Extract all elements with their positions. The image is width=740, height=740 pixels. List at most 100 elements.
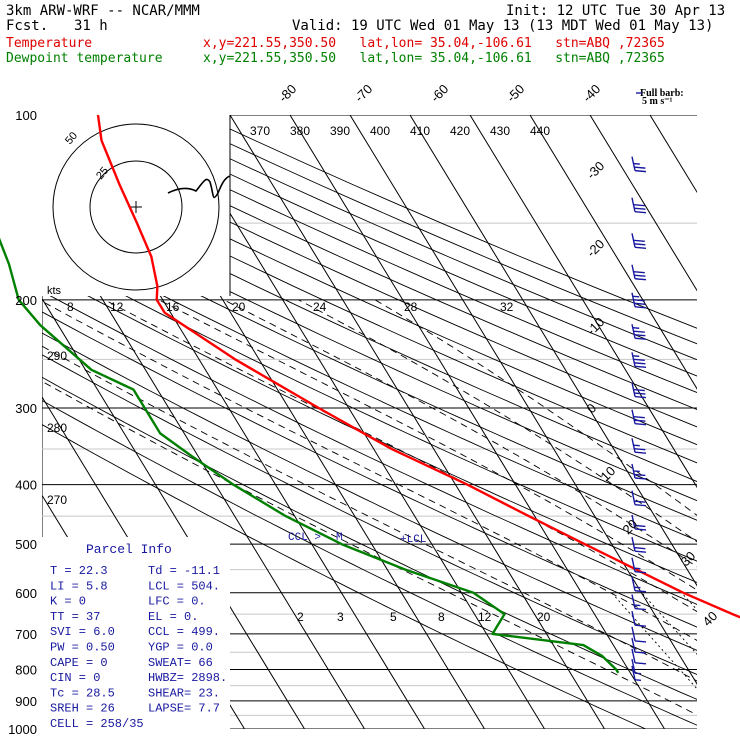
parcel-info-left: LI = 5.8 [50,579,108,593]
wind-barb [631,626,647,643]
mixing-ratio-label: 12 [478,610,492,624]
wind-barb-full [634,448,646,451]
wind-barb-full [634,365,647,369]
parcel-info-left: PW = 0.50 [50,641,115,655]
theta-label: 410 [410,124,430,138]
temperature-location: x,y=221.55,350.50 lat,lon= 35.04,-106.61… [203,36,665,51]
wind-barb-full [634,207,646,210]
wind-barb [631,438,647,454]
wind-barb-full [634,590,647,593]
wind-barb-full [634,651,647,654]
wind-barb-full [634,362,646,365]
mixing-ratio-label: 28 [404,300,418,314]
hodograph-ring-outer [52,123,220,291]
pressure-label: 300 [15,401,37,416]
parcel-info-left: SREH = 26 [50,702,115,716]
isotherm-line [169,115,545,729]
pressure-label: 800 [15,662,37,677]
dewpoint-legend: Dewpoint temperature [6,51,163,66]
pressure-label: 400 [15,478,37,493]
dry-adiabat [42,354,697,675]
wind-barb-half [633,470,640,473]
wind-barb [631,156,647,173]
wind-barb-staff [631,197,636,212]
dry-adiabat [106,115,697,377]
lcl-label: +LCL [400,534,426,546]
mixing-ratio-label: 8 [438,610,445,624]
wind-barb-full [633,299,645,302]
wind-barb-staff [631,537,636,552]
dry-adiabat [42,424,646,729]
wind-barb-staff [631,514,636,530]
wind-barb-full [633,358,645,362]
pressure-label: 700 [15,627,37,642]
wind-barb-full [634,302,646,306]
wind-barb [631,292,647,309]
wind-barb-full [634,550,647,553]
wind-barb-half [633,295,640,298]
wind-barb-full [633,271,645,274]
parcel-info-left: Tc = 28.5 [50,686,115,700]
isotherm-line [349,115,697,685]
wind-barb [631,197,647,214]
isotherm-label-right: 30 [678,548,699,569]
dry-adiabat [137,115,697,361]
wind-barb-full [634,419,646,422]
isotherm-line [589,115,697,292]
wind-barb-half [634,567,641,570]
theta-label: 290 [47,349,67,363]
parcel-info-panel: Parcel Info T = 22.3 Td = -11.1 LI = 5.8 LC… [42,537,230,731]
wind-barb-staff [631,382,636,397]
dry-adiabat [42,311,697,628]
wind-barb-full [634,274,646,277]
wind-barb-full [634,246,647,250]
wind-barb-full [634,169,647,173]
wind-barb-full [634,211,647,214]
theta-label: 370 [250,124,270,138]
mixing-ratio-label: 3 [337,610,344,624]
isotherm-line [529,115,697,390]
barb-legend-units: 5 m s⁻¹ [642,96,673,107]
theta-label: 380 [290,124,310,138]
wind-barb-full [634,528,647,531]
parcel-info-right: SHEAR= 23. [148,686,220,700]
forecast-label: Fcst. [6,18,49,34]
mixing-ratio-label: 2 [297,610,304,624]
isotherm-label-top: -80 [276,81,300,105]
wind-barb [631,658,642,675]
isotherm-line [409,115,697,587]
dry-adiabat [42,376,697,700]
wind-barb-full [634,337,647,340]
mixing-ratio-label: 5 [390,610,397,624]
moist-adiabat [158,299,697,591]
dewpoint-line [0,237,620,674]
wind-barb [631,665,642,682]
wind-barb-half [633,355,640,358]
parcel-info-left: CIN = 0 [50,671,100,685]
barb-legend-title: Full barb: [640,88,684,99]
isotherm-line [649,115,697,194]
parcel-info-left: K = 0 [50,595,86,609]
parcel-info-right: LCL = 504. [148,579,220,593]
wind-barb-half [633,327,640,329]
ccl-label: CCL > [288,532,321,544]
isotherm-label-right: 40 [700,608,721,629]
pressure-label: 500 [15,537,37,552]
wind-barb-staff [631,352,636,367]
wind-barb-full [633,239,645,243]
dewpoint-location: x,y=221.55,350.50 lat,lon= 35.04,-106.61… [203,51,665,66]
isotherm-label-top: -60 [428,81,452,105]
dry-adiabat [42,251,697,562]
dry-adiabat [42,162,697,464]
moist-adiabat [104,299,697,613]
wind-barb-full [633,204,645,207]
isotherm-label-top: -70 [352,81,376,105]
wind-barb-staff [631,576,636,591]
wind-barb-staff [631,626,636,642]
chart-series [0,114,740,674]
dry-adiabat [42,332,697,651]
isotherm-label-right: 20 [620,516,641,537]
dry-adiabat [42,145,697,446]
